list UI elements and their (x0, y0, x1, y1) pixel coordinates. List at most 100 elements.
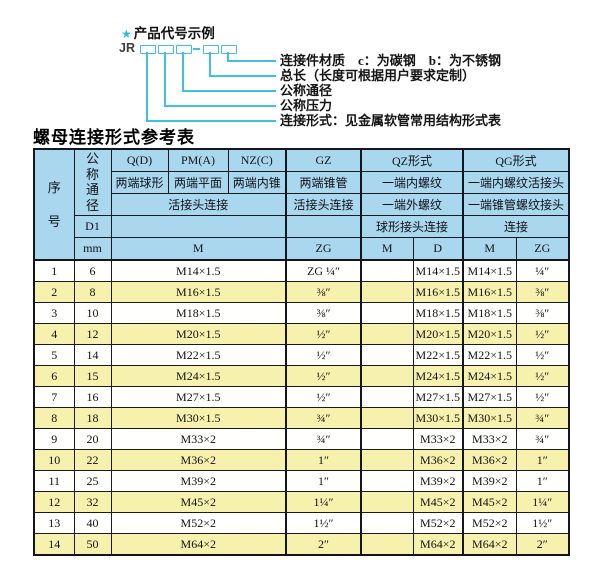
cell-m: M45×2 (110, 491, 287, 513)
cell-m: M24×1.5 (110, 365, 287, 387)
header-group-pm: PM(A) (167, 148, 229, 172)
table-row: 10 22 M36×2 1″ M36×2 M36×2 1″ (33, 449, 570, 471)
cell-qz-m (360, 512, 414, 534)
label-nominal-diameter: 公称通径 (280, 83, 333, 98)
cell-serial: 7 (33, 386, 75, 408)
cell-qz-m (360, 491, 414, 513)
cell-qg-m: M33×2 (462, 428, 517, 450)
header-group-qg: QG形式 (462, 148, 570, 172)
header-unit-m1: M (110, 237, 287, 261)
cell-qz-d: M52×2 (412, 512, 464, 534)
cell-qg-m: M30×1.5 (462, 407, 517, 429)
header-conn-qg: 一端锥管螺纹接头 (462, 193, 570, 216)
cell-serial: 9 (33, 428, 75, 450)
connector-line (164, 52, 166, 106)
cell-gz: 1¼″ (285, 491, 362, 513)
header-group-nz: NZ(C) (227, 148, 287, 172)
cell-qg-m: M20×1.5 (462, 323, 517, 345)
cell-qg-zg: ¾″ (515, 428, 570, 450)
cell-gz: ½″ (285, 323, 362, 345)
cell-gz: ¾″ (285, 407, 362, 429)
cell-m: M16×1.5 (110, 281, 287, 303)
cell-qz-d: M22×1.5 (412, 344, 464, 366)
cell-m: M27×1.5 (110, 386, 287, 408)
cell-m: M64×2 (110, 533, 287, 556)
cell-qg-zg: 1″ (515, 449, 570, 471)
cell-dn: 15 (73, 365, 112, 387)
cell-m: M18×1.5 (110, 302, 287, 324)
label-total-length: 总长（长度可根据用户要求定制） (280, 68, 476, 83)
table-row: 14 50 M64×2 2″ M64×2 M64×2 2″ (33, 533, 570, 556)
nut-connection-reference-table: 序号 公称通径 Q(D) PM(A) NZ(C) GZ QZ形式 QG形式 两端… (33, 148, 570, 556)
header-unit-qz-m: M (360, 237, 414, 261)
cell-gz: 1½″ (285, 512, 362, 534)
code-box-3 (176, 45, 192, 54)
header-group-qz: QZ形式 (360, 148, 464, 172)
header-unit-qz-d: D (412, 237, 464, 261)
cell-qz-m (360, 407, 414, 429)
cell-qz-d: M14×1.5 (412, 259, 464, 282)
cell-qz-d: M36×2 (412, 449, 464, 471)
header-conn-qz: 一端外螺纹 (360, 193, 464, 216)
table-row: 2 8 M16×1.5 ⅜″ M16×1.5 M16×1.5 ⅜″ (33, 281, 570, 303)
header-sub-qz: 一端内螺纹 (360, 171, 464, 194)
cell-serial: 3 (33, 302, 75, 324)
cell-qz-d: M30×1.5 (412, 407, 464, 429)
cell-qz-m (360, 281, 414, 303)
cell-qz-d: M24×1.5 (412, 365, 464, 387)
cell-m: M39×2 (110, 470, 287, 492)
connector-line (209, 52, 211, 76)
connector-line (227, 52, 229, 61)
cell-qz-d: M18×1.5 (412, 302, 464, 324)
cell-qg-m: M52×2 (462, 512, 517, 534)
cell-serial: 13 (33, 512, 75, 534)
cell-qg-zg: ¼″ (515, 259, 570, 282)
cell-dn: 18 (73, 407, 112, 429)
cell-qz-d: M33×2 (412, 428, 464, 450)
code-box-5 (221, 45, 237, 54)
cell-dn: 20 (73, 428, 112, 450)
cell-qz-m (360, 259, 414, 282)
cell-gz: ½″ (285, 365, 362, 387)
header-d1: D1 (73, 215, 112, 238)
header-sub-qg: 一端内螺纹活接头 (462, 171, 570, 194)
connector-line (182, 52, 184, 91)
label-connector-material: 连接件材质 c：为碳钢 b：为不锈钢 (280, 53, 502, 68)
table-row: 6 15 M24×1.5 ½″ M24×1.5 M24×1.5 ½″ (33, 365, 570, 387)
header-group-q: Q(D) (110, 148, 169, 172)
header-sub-gz: 两端锥管 (285, 171, 362, 194)
header-conn3-qg: 连接 (462, 215, 570, 238)
label-nominal-pressure: 公称压力 (280, 98, 333, 113)
cell-qg-m: M18×1.5 (462, 302, 517, 324)
cell-qz-d: M16×1.5 (412, 281, 464, 303)
cell-qg-m: M16×1.5 (462, 281, 517, 303)
cell-dn: 8 (73, 281, 112, 303)
connector-line (164, 105, 276, 107)
header-row-end-types: 两端球形 两端平面 两端内锥 两端锥管 一端内螺纹 一端内螺纹活接头 (34, 171, 570, 194)
cell-qg-zg: 1¼″ (515, 491, 570, 513)
cell-qg-zg: ⅜″ (515, 281, 570, 303)
cell-gz: ⅜″ (285, 302, 362, 324)
cell-dn: 16 (73, 386, 112, 408)
cell-qz-d: M20×1.5 (412, 323, 464, 345)
header-conn-qpmnz: 活接头连接 (110, 193, 287, 216)
cell-qg-m: M39×2 (462, 470, 517, 492)
cell-dn: 32 (73, 491, 112, 513)
header-serial: 序号 (33, 148, 75, 261)
connector-line (146, 52, 148, 121)
cell-qz-m (360, 428, 414, 450)
diagram-title: ★ 产品代号示例 (121, 22, 215, 42)
cell-dn: 6 (73, 259, 112, 282)
header-row-units: mm M ZG M D M ZG (34, 237, 570, 261)
cell-qz-d: M64×2 (412, 533, 464, 556)
table-row: 12 32 M45×2 1¼″ M45×2 M45×2 1¼″ (33, 491, 570, 513)
header-sub-nz: 两端内锥 (227, 171, 287, 194)
cell-m: M36×2 (110, 449, 287, 471)
cell-qz-m (360, 344, 414, 366)
table-row: 1 6 M14×1.5 ZG ¼″ M14×1.5 M14×1.5 ¼″ (33, 259, 570, 282)
cell-m: M14×1.5 (110, 259, 287, 282)
cell-qg-zg: ¾″ (515, 407, 570, 429)
cell-gz: ZG ¼″ (285, 259, 362, 282)
product-code-diagram: ★ 产品代号示例 JR 连接件材质 c：为碳钢 b：为不锈钢 总长（长度可根据用户… (0, 0, 600, 148)
